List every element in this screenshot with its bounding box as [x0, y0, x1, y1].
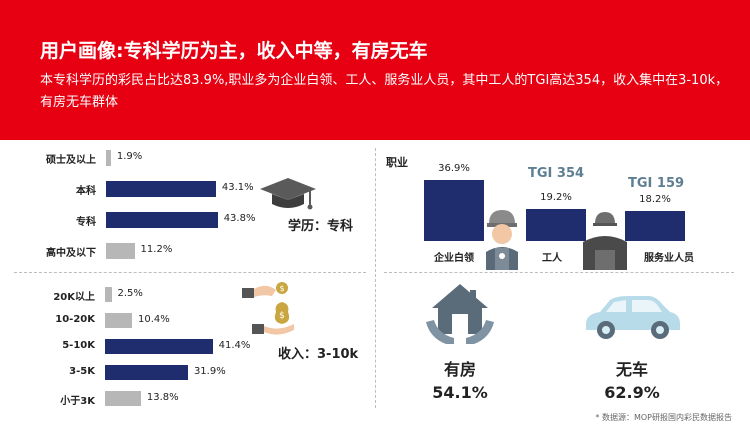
- bar-value-label: 43.1%: [221, 182, 254, 193]
- header-banner: [0, 0, 750, 140]
- bar: [106, 212, 218, 228]
- svg-text:$: $: [279, 311, 285, 321]
- occupation-value-label: 19.2%: [540, 192, 572, 204]
- bar-value-label: 43.8%: [223, 213, 256, 224]
- bar-value-label: 1.9%: [116, 151, 143, 162]
- bar-category-label: 高中及以下: [46, 248, 96, 259]
- bar-category-label: 小于3K: [60, 396, 95, 407]
- bar: [105, 391, 141, 406]
- bar-value-label: 11.2%: [140, 244, 173, 255]
- occupation-value-label: 36.9%: [438, 163, 470, 175]
- money-bag-icon: $ $: [242, 282, 294, 335]
- bar-category-label: 5-10K: [62, 340, 95, 351]
- tgi-label-service: TGI 159: [628, 176, 685, 191]
- bar-category-label: 20K以上: [53, 292, 95, 303]
- bar-value-label: 31.9%: [193, 366, 226, 377]
- occupation-value-label: 18.2%: [639, 193, 671, 205]
- bar-value-label: 13.8%: [146, 392, 179, 403]
- bar-category-label: 硕士及以上: [46, 155, 96, 166]
- bar-category-label: 10-20K: [55, 314, 95, 325]
- bar-value-label: 10.4%: [138, 314, 170, 325]
- tgi-label-worker: TGI 354: [528, 166, 585, 181]
- bar-value-label: 2.5%: [117, 288, 143, 299]
- education-callout: 学历：专科: [288, 219, 354, 234]
- left-divider: [14, 272, 366, 273]
- bar-category-label: 3-5K: [69, 366, 95, 377]
- car-icon: [586, 296, 680, 339]
- bar: [106, 243, 135, 259]
- bar-value-label: 41.4%: [218, 340, 251, 351]
- right-divider: [384, 272, 734, 273]
- bar: [105, 339, 213, 354]
- occupation-bar: [424, 180, 484, 241]
- occupation-bar: [526, 209, 586, 241]
- bar: [106, 181, 216, 197]
- occupation-title: 职业: [386, 156, 408, 169]
- house-label: 有房: [443, 360, 476, 379]
- page-subtitle: 本专科学历的彩民占比达83.9%,职业多为企业白领、工人、服务业人员，其中工人的…: [40, 73, 729, 110]
- bar: [105, 287, 112, 302]
- page-title: 用户画像:专科学历为主，收入中等，有房无车: [40, 40, 428, 62]
- center-divider: [375, 148, 376, 408]
- bar-category-label: 本科: [76, 186, 96, 197]
- footnote: * 数据源：MOP研报国内彩民数据报告: [595, 413, 732, 422]
- bar: [105, 313, 133, 328]
- house-value: 54.1%: [432, 383, 488, 402]
- bar: [106, 150, 111, 166]
- income-callout: 收入：3-10k: [278, 347, 359, 362]
- bar-category-label: 专科: [76, 217, 96, 228]
- house-icon: [426, 284, 494, 344]
- graduation-cap-icon: [260, 178, 316, 210]
- bar: [105, 365, 188, 380]
- occupation-category-label: 企业白领: [434, 253, 474, 264]
- occupation-category-label: 工人: [542, 253, 562, 264]
- worker-icon: [486, 210, 518, 270]
- occupation-bar: [625, 210, 685, 241]
- car-label: 无车: [615, 360, 648, 379]
- occupation-category-label: 服务业人员: [644, 253, 694, 264]
- svg-text:$: $: [279, 284, 284, 293]
- service-person-icon: [583, 212, 627, 270]
- car-value: 62.9%: [604, 383, 660, 402]
